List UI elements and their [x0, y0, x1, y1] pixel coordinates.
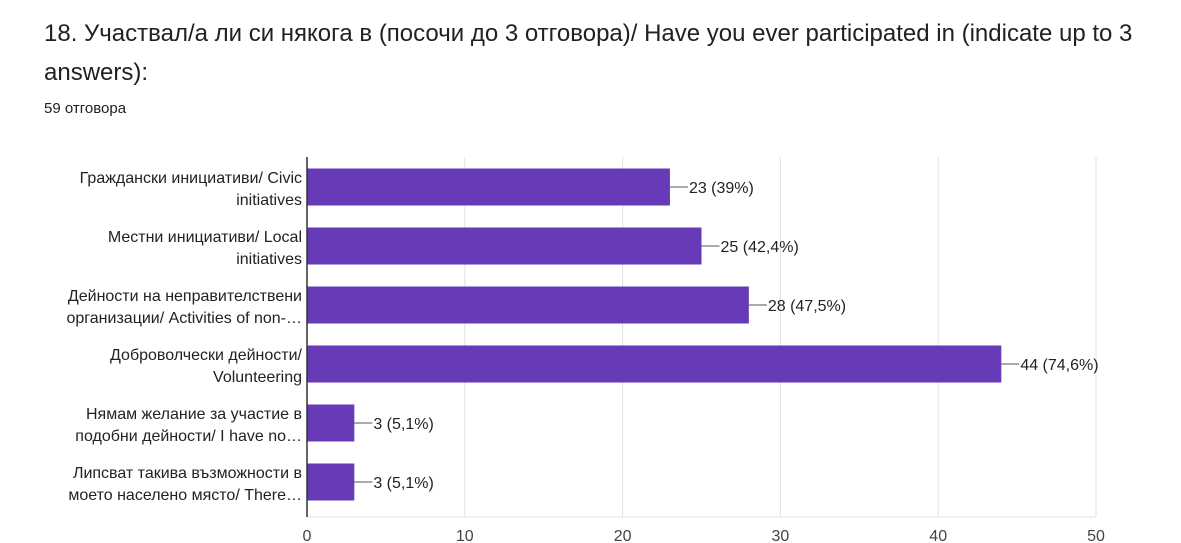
category-label: Местни инициативи/ Local: [108, 229, 302, 246]
category-label: Нямам желание за участие в: [86, 406, 302, 423]
question-title: 18. Участвал/а ли си някога в (посочи до…: [44, 20, 1133, 86]
data-label: 25 (42,4%): [721, 239, 799, 256]
category-label: Граждански инициативи/ Civic: [80, 170, 302, 187]
data-label: 44 (74,6%): [1020, 357, 1098, 374]
data-label: 23 (39%): [689, 180, 754, 197]
category-label: Дейности на неправителствени: [68, 288, 302, 305]
bar: [307, 168, 670, 206]
x-tick-label: 40: [929, 528, 947, 543]
x-tick-label: 10: [456, 528, 474, 543]
x-tick-label: 0: [303, 528, 312, 543]
category-label: Volunteering: [213, 369, 302, 386]
x-tick-label: 20: [614, 528, 632, 543]
category-label: организации/ Activities of non-…: [67, 310, 303, 327]
category-label: Липсват такива възможности в: [73, 465, 302, 482]
data-label: 28 (47,5%): [768, 298, 846, 315]
response-count: 59 отговора: [44, 100, 127, 117]
category-label: Доброволчески дейности/: [110, 347, 303, 364]
x-tick-label: 30: [772, 528, 790, 543]
category-label: подобни дейности/ I have no…: [75, 428, 302, 445]
bar: [307, 404, 355, 442]
bar: [307, 227, 702, 265]
category-label: initiatives: [236, 251, 302, 268]
bar: [307, 463, 355, 501]
data-label: 3 (5,1%): [373, 416, 433, 433]
bar: [307, 286, 749, 324]
x-tick-label: 50: [1087, 528, 1105, 543]
bar: [307, 345, 1002, 383]
category-label: initiatives: [236, 192, 302, 209]
category-label: моето населено място/ There…: [68, 487, 302, 504]
data-label: 3 (5,1%): [373, 475, 433, 492]
